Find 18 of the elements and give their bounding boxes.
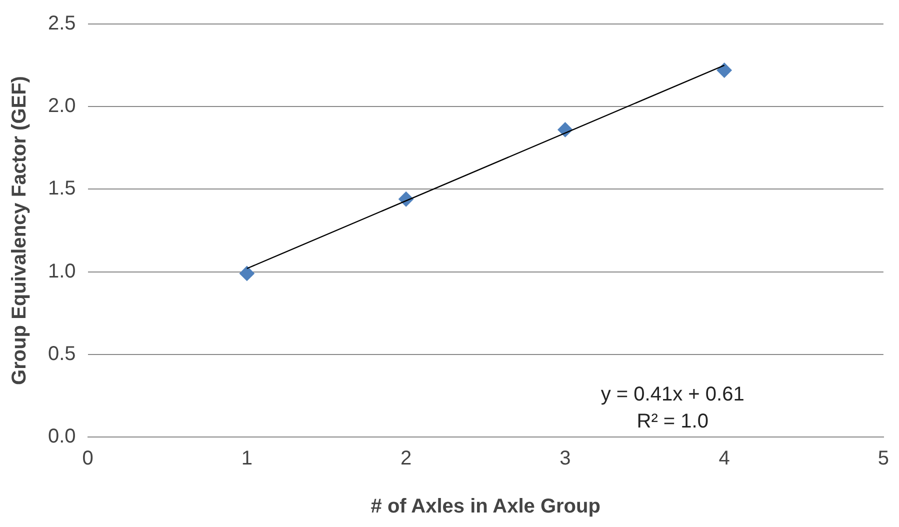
x-tick-label: 3 [560, 448, 571, 470]
y-tick-label: 1.5 [48, 178, 76, 200]
y-tick-label: 0.0 [48, 426, 76, 448]
point [239, 266, 254, 281]
y-axis-title: Group Equivalency Factor (GEF) [8, 76, 31, 385]
y-tick-label: 2.0 [48, 95, 76, 118]
x-tick-label: 4 [718, 448, 730, 470]
y-tick-label: 1.0 [48, 260, 76, 282]
y-tick-label: 0.5 [48, 342, 76, 365]
x-tick-label: 1 [241, 448, 252, 470]
annotation: R² = 1.0 [636, 410, 708, 433]
x-tick-label: 0 [82, 448, 94, 470]
x-axis-title: # of Axles in Axle Group [370, 496, 600, 518]
point [716, 62, 732, 78]
x-tick-label: 5 [878, 448, 889, 470]
y-tick-label: 2.5 [48, 12, 76, 35]
x-tick-label: 2 [400, 448, 412, 470]
annotation: y = 0.41x + 0.61 [600, 384, 744, 406]
